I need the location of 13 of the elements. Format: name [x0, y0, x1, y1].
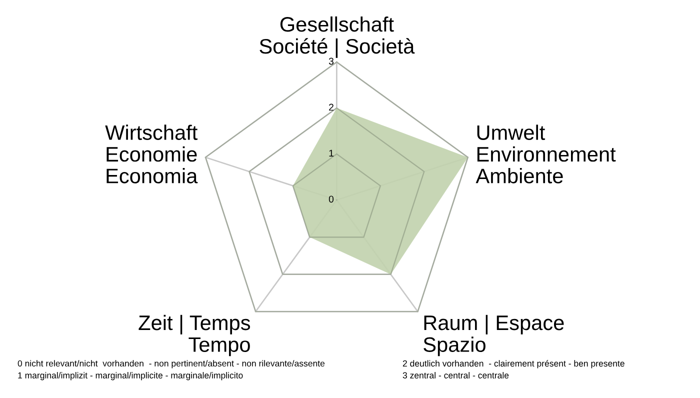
- y-tick-label: 3: [328, 58, 334, 65]
- spoke-label: Raum | Espace Spazio: [424, 314, 564, 356]
- spoke-label: Wirtschaft Economie Economia: [105, 124, 198, 184]
- spoke-label: Umwelt Environnement Ambiente: [476, 124, 616, 184]
- y-tick-label: 2: [329, 104, 334, 111]
- text: 1 marginal/implizit - marginal/implicite - marginale/implicito: [18, 372, 243, 380]
- text: 3 zentral - central - centrale: [402, 372, 509, 378]
- spoke-label: Zeit | Temps Tempo: [138, 314, 250, 356]
- text: 0 nicht relevant/nicht vorhanden - non pertinent/absent - non rilevante/assente: [18, 360, 325, 368]
- spoke-label: Gesellschaft Société | Società: [260, 16, 415, 58]
- y-tick-label: 0: [328, 196, 334, 203]
- text: 2 deutlich vorhanden - clairement présent - ben presente: [402, 360, 624, 368]
- y-tick-label: 1: [329, 150, 334, 157]
